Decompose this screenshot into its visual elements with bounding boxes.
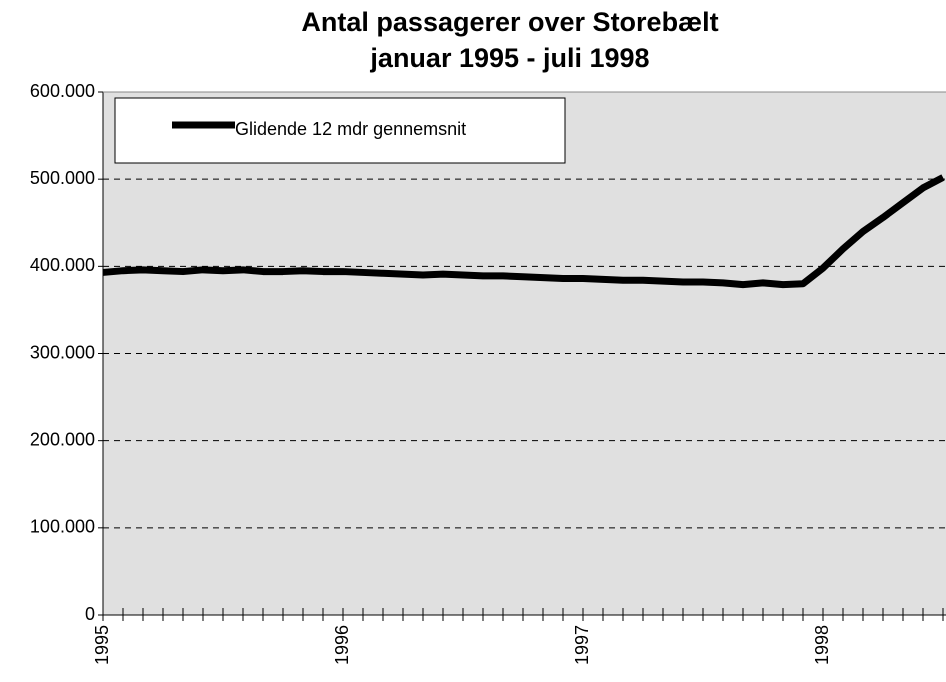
y-tick-label: 0 [85, 604, 95, 624]
y-tick-label: 300.000 [30, 342, 95, 362]
y-tick-label: 600.000 [30, 81, 95, 101]
x-tick-label: 1997 [572, 625, 592, 665]
x-tick-label: 1995 [92, 625, 112, 665]
data-line [102, 174, 945, 289]
y-tick-label: 500.000 [30, 168, 95, 188]
chart-title: Antal passagerer over Storebælt [301, 7, 718, 37]
y-tick-label: 400.000 [30, 255, 95, 275]
y-tick-label: 100.000 [30, 517, 95, 537]
x-tick-label: 1998 [812, 625, 832, 665]
legend-label: Glidende 12 mdr gennemsnit [235, 119, 466, 139]
chart-subtitle: januar 1995 - juli 1998 [369, 43, 649, 73]
y-tick-label: 200.000 [30, 429, 95, 449]
legend-box [114, 97, 566, 164]
x-tick-label: 1996 [332, 625, 352, 665]
